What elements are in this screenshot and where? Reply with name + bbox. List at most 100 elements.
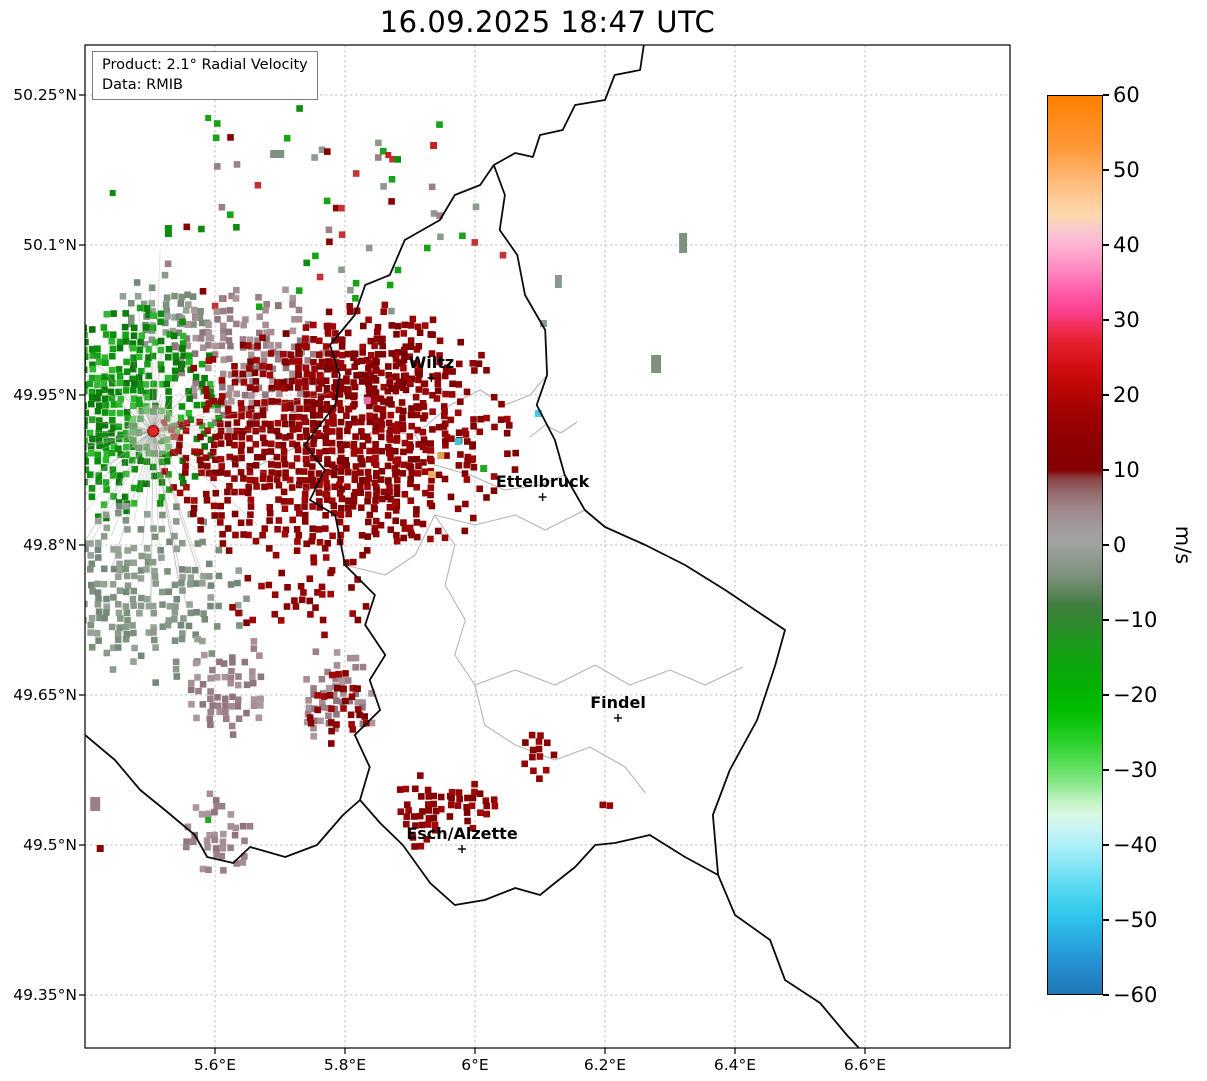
district-border-line	[474, 684, 646, 794]
velocity-cell	[540, 320, 547, 327]
country-border-line	[492, 164, 861, 1048]
velocity-cell	[428, 471, 436, 478]
velocity-cell	[454, 438, 462, 445]
x-tick-label: 6.4°E	[713, 1056, 757, 1074]
colorbar-tick-label: 50	[1113, 158, 1140, 182]
velocity-cell	[430, 142, 438, 149]
velocity-region-darkred-north	[283, 301, 451, 420]
y-tick-label: 49.35°N	[13, 986, 77, 1004]
gridlines	[85, 45, 1010, 1048]
city-markers: Wiltz Ettelbruck Findel Esch/Alzette	[406, 353, 646, 853]
colorbar-tick-label: 10	[1113, 458, 1140, 482]
district-border-line	[529, 421, 578, 438]
x-tick-label: 5.8°E	[323, 1056, 367, 1074]
velocity-region-darkred-central-south	[521, 731, 558, 782]
colorbar-tick-mark	[1103, 319, 1109, 321]
colorbar	[1047, 95, 1103, 995]
velocity-region-darkred-esch-east	[447, 780, 499, 832]
y-tick-label: 49.95°N	[13, 386, 77, 404]
data-source-line: Data: RMIB	[102, 77, 183, 93]
radar-site-marker	[147, 425, 160, 437]
colorbar-tick-mark	[1103, 394, 1109, 396]
map-layers: Wiltz Ettelbruck Findel Esch/Alzette	[85, 45, 1010, 1048]
y-tick-label: 49.5°N	[23, 836, 77, 854]
city-label: Esch/Alzette	[406, 824, 518, 843]
colorbar-tick-label: 20	[1113, 383, 1140, 407]
velocity-region-darkred-esch-west	[396, 772, 454, 850]
district-border-line	[474, 664, 744, 686]
velocity-region-scatter-north	[164, 105, 507, 315]
colorbar-unit-label: m/s	[1171, 525, 1195, 565]
product-info-box: Product: 2.1° Radial Velocity Data: RMIB	[92, 51, 318, 100]
figure-title: 16.09.2025 18:47 UTC	[379, 5, 716, 39]
country-border-line	[85, 734, 361, 864]
y-tick-label: 50.25°N	[13, 86, 77, 104]
colorbar-tick-mark	[1103, 769, 1109, 771]
velocity-cell	[270, 150, 285, 158]
velocity-cell	[651, 355, 662, 373]
velocity-region-darkred-redange	[306, 670, 370, 747]
y-tick-label: 49.8°N	[23, 536, 77, 554]
velocity-region-darkred-south-fringe	[229, 569, 370, 639]
city-label: Wiltz	[409, 353, 455, 372]
colorbar-tick-mark	[1103, 619, 1109, 621]
velocity-cell	[534, 410, 542, 417]
velocity-cell	[205, 817, 212, 823]
city-label: Ettelbruck	[496, 472, 590, 491]
colorbar-tick-label: 30	[1113, 308, 1140, 332]
colorbar-gradient	[1048, 96, 1102, 994]
velocity-cell	[164, 225, 172, 237]
velocity-cell	[363, 397, 371, 404]
colorbar-tick-label: 0	[1113, 533, 1127, 557]
district-border-line	[344, 514, 436, 576]
velocity-cell	[480, 465, 488, 472]
y-tick-label: 50.1°N	[23, 236, 77, 254]
city-label: Findel	[590, 693, 646, 712]
velocity-cell	[385, 152, 392, 158]
colorbar-tick-label: −60	[1113, 983, 1158, 1007]
colorbar-tick-label: −30	[1113, 758, 1158, 782]
colorbar-tick-label: −20	[1113, 683, 1158, 707]
velocity-cell	[205, 115, 212, 121]
velocity-field	[85, 105, 688, 874]
colorbar-tick-mark	[1103, 844, 1109, 846]
velocity-cell	[96, 845, 104, 852]
colorbar-tick-label: 40	[1113, 233, 1140, 257]
district-border-line	[434, 509, 586, 531]
colorbar-tick-mark	[1103, 994, 1109, 996]
colorbar-tick-mark	[1103, 244, 1109, 246]
colorbar-tick-mark	[1103, 544, 1109, 546]
radar-rays	[85, 250, 330, 606]
x-tick-label: 6°E	[461, 1056, 489, 1074]
country-borders	[85, 45, 861, 1048]
velocity-region-mauve-central	[187, 638, 265, 738]
country-border-line	[303, 164, 719, 906]
district-border-line	[434, 514, 476, 686]
velocity-region-mauve-southwest	[183, 790, 254, 874]
y-tick-label: 49.65°N	[13, 686, 77, 704]
colorbar-tick-mark	[1103, 469, 1109, 471]
velocity-cell	[437, 452, 445, 459]
colorbar-tick-mark	[1103, 169, 1109, 171]
velocity-cell	[554, 275, 562, 288]
colorbar-tick-label: 60	[1113, 83, 1140, 107]
colorbar-tick-mark	[1103, 694, 1109, 696]
x-tick-label: 5.6°E	[193, 1056, 237, 1074]
colorbar-tick-mark	[1103, 94, 1109, 96]
colorbar-tick-label: −50	[1113, 908, 1158, 932]
velocity-cell	[90, 797, 101, 811]
product-line: Product: 2.1° Radial Velocity	[102, 57, 308, 73]
velocity-cell	[109, 190, 116, 196]
x-tick-label: 6.6°E	[843, 1056, 887, 1074]
colorbar-tick-mark	[1103, 919, 1109, 921]
velocity-region-darkred-south-dash	[599, 801, 614, 809]
colorbar-tick-label: −40	[1113, 833, 1158, 857]
colorbar-tick-label: −10	[1113, 608, 1158, 632]
velocity-region-sage-southwest	[85, 502, 250, 686]
plot-frame	[84, 44, 1011, 1049]
country-border-line	[493, 45, 645, 166]
x-tick-label: 6.2°E	[583, 1056, 627, 1074]
velocity-cell	[679, 233, 688, 253]
